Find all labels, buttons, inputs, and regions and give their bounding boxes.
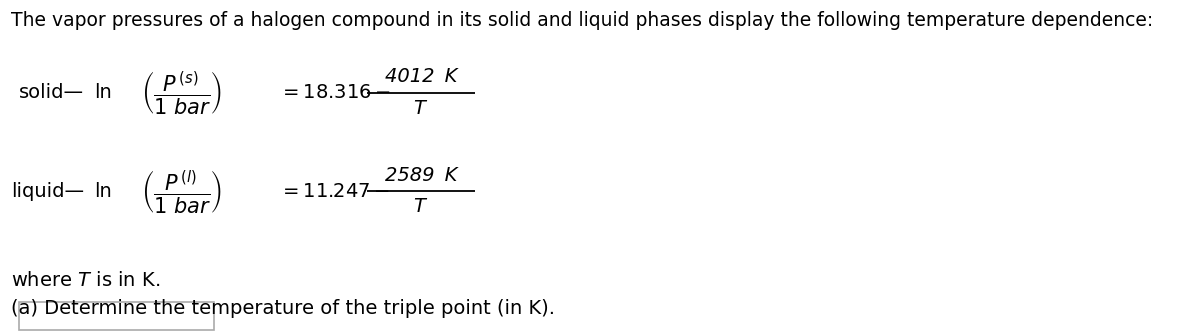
Text: solid—: solid— [19,83,84,102]
Text: 4012  K: 4012 K [385,68,457,86]
Text: 2589  K: 2589 K [385,166,457,185]
Text: $\left(\dfrac{P^{\,(s)}}{1\ \mathit{bar}}\right)$: $\left(\dfrac{P^{\,(s)}}{1\ \mathit{bar}… [142,70,222,117]
Text: ln: ln [94,83,112,102]
Text: $\mathit{T}$: $\mathit{T}$ [413,198,428,216]
Text: (a) Determine the temperature of the triple point (in K).: (a) Determine the temperature of the tri… [11,299,556,318]
Text: $\left(\dfrac{P^{\,(l)}}{1\ \mathit{bar}}\right)$: $\left(\dfrac{P^{\,(l)}}{1\ \mathit{bar}… [142,167,222,214]
Text: $= 18.316 -$: $= 18.316 -$ [280,83,391,102]
Text: The vapor pressures of a halogen compound in its solid and liquid phases display: The vapor pressures of a halogen compoun… [11,11,1153,30]
Text: $\mathit{T}$: $\mathit{T}$ [413,99,428,118]
FancyBboxPatch shape [19,302,214,330]
Text: $= 11.247 -$: $= 11.247 -$ [280,181,390,201]
Text: ln: ln [94,181,112,201]
Text: where $\mathit{T}$ is in K.: where $\mathit{T}$ is in K. [11,271,161,290]
Text: liquid—: liquid— [11,181,84,201]
